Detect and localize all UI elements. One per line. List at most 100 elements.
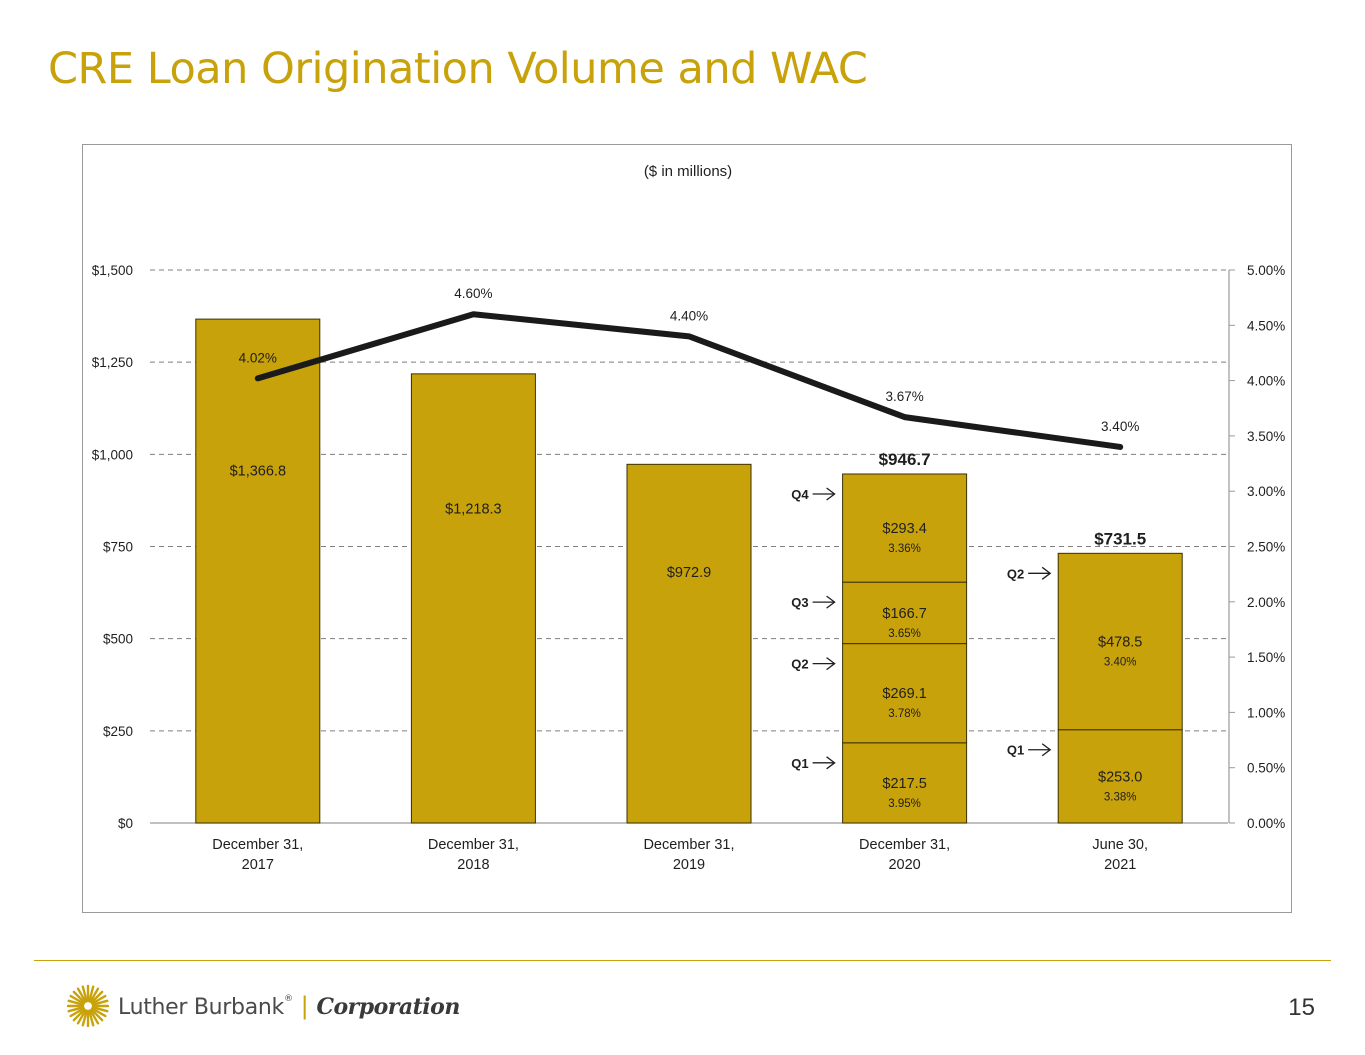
quarter-arrow-head (826, 595, 836, 609)
sunburst-ray (89, 1009, 100, 1025)
sunburst-ray (90, 1008, 104, 1022)
quarter-arrow-head (826, 756, 836, 770)
quarter-arrow-head (1041, 743, 1052, 757)
y-tick-label: $1,500 (92, 263, 133, 278)
x-tick-label: December 31, (212, 837, 303, 853)
x-tick-label: 2018 (457, 857, 489, 873)
bar-value-label: $972.9 (667, 565, 711, 581)
chart-container: ($ in millions) $0 $250 $500 $750 $1,000 $1,2… (82, 144, 1292, 913)
y2-tick-label: 1.00% (1247, 705, 1285, 720)
bar-segment (842, 473, 968, 583)
y2-tick-label: 4.00% (1247, 374, 1285, 389)
quarter-label: Q2 (791, 657, 808, 672)
bar (626, 463, 752, 824)
sunburst-ray (72, 990, 86, 1004)
sunburst-ray (89, 987, 100, 1003)
segment-rate-label: 3.36% (888, 543, 921, 555)
x-tick-label: December 31, (428, 837, 519, 853)
sunburst-ray (90, 990, 104, 1004)
wac-data-label: 4.60% (454, 286, 492, 301)
sunburst-ray (67, 999, 85, 1006)
bar (410, 373, 536, 824)
sunburst-ray (91, 1007, 107, 1018)
x-tick-label: December 31, (643, 837, 734, 853)
wac-data-label: 3.67% (885, 389, 923, 404)
x-tick-label: 2017 (242, 857, 274, 873)
brand-name-text: Luther Burbank (118, 995, 284, 1020)
y-tick-label: $0 (118, 816, 133, 831)
quarter-label: Q1 (791, 756, 808, 771)
registered-mark: ® (283, 994, 293, 1004)
quarter-label: Q1 (1007, 743, 1024, 758)
segment-value-label: $293.4 (882, 521, 926, 537)
wac-data-label: 4.02% (239, 350, 277, 365)
quarter-arrow-head (1041, 566, 1052, 580)
page-number: 15 (1288, 994, 1315, 1021)
x-tick-label: 2020 (888, 857, 920, 873)
wac-data-label: 4.40% (670, 308, 708, 323)
quarter-arrow-head (826, 657, 836, 671)
sunburst-ray (81, 985, 88, 1003)
bar-segment (842, 643, 968, 744)
sunburst-ray (88, 1009, 95, 1027)
bar-total-label: $731.5 (1094, 529, 1146, 548)
sunburst-ray (69, 994, 85, 1005)
quarter-label: Q3 (791, 595, 808, 610)
y-tick-label: $1,250 (92, 355, 133, 370)
x-tick-label: December 31, (859, 837, 950, 853)
sunburst-ray (72, 1008, 86, 1022)
x-tick-label: 2019 (673, 857, 705, 873)
y2-tick-label: 0.00% (1247, 816, 1285, 831)
chart-subtitle: ($ in millions) (644, 163, 732, 180)
y2-tick-label: 5.00% (1247, 263, 1285, 278)
bar-value-label: $1,218.3 (445, 502, 501, 518)
sunburst-ray (76, 987, 87, 1003)
y-tick-label: $250 (103, 724, 133, 739)
x-tick-label: 2021 (1104, 857, 1136, 873)
sunburst-ray (76, 1009, 87, 1025)
y2-tick-label: 2.50% (1247, 540, 1285, 555)
footer-rule (34, 960, 1331, 961)
sunburst-ray (91, 999, 109, 1006)
sunburst-ray (88, 985, 95, 1003)
bar-segment (842, 581, 968, 645)
brand-suffix: Corporation (316, 994, 460, 1020)
brand-name: Luther Burbank® | Corporation (118, 992, 460, 1020)
segment-rate-label: 3.95% (888, 798, 921, 810)
y2-tick-label: 1.50% (1247, 650, 1285, 665)
segment-value-label: $269.1 (882, 686, 926, 702)
segment-value-label: $217.5 (882, 776, 926, 792)
y2-tick-label: 4.50% (1247, 318, 1285, 333)
bar-total-label: $946.7 (879, 450, 931, 469)
sunburst-ray (69, 1007, 85, 1018)
sunburst-ray (67, 1006, 85, 1013)
sunburst-icon (66, 984, 110, 1028)
segment-rate-label: 3.78% (888, 708, 921, 720)
sunburst-ray (91, 994, 107, 1005)
y2-tick-label: 2.00% (1247, 595, 1285, 610)
segment-value-label: $166.7 (882, 606, 926, 622)
y2-tick-label: 0.50% (1247, 761, 1285, 776)
segment-value-label: $478.5 (1098, 635, 1142, 651)
sunburst-ray (81, 1009, 88, 1027)
y2-tick-label: 3.00% (1247, 484, 1285, 499)
slide-title: CRE Loan Origination Volume and WAC (48, 44, 868, 94)
y-tick-label: $750 (103, 540, 133, 555)
y-tick-label: $1,000 (92, 447, 133, 462)
bar (195, 318, 321, 824)
segment-rate-label: 3.38% (1104, 791, 1137, 803)
y2-tick-label: 3.50% (1247, 429, 1285, 444)
bar-value-label: $1,366.8 (230, 463, 286, 479)
quarter-label: Q4 (791, 487, 809, 502)
x-tick-label: June 30, (1092, 837, 1148, 853)
bar-segment (1057, 552, 1183, 731)
wac-data-label: 3.40% (1101, 419, 1139, 434)
chart-svg: ($ in millions) $0 $250 $500 $750 $1,000 $1,2… (92, 163, 1286, 873)
wac-line (254, 311, 1124, 450)
company-logo: Luther Burbank® | Corporation (66, 983, 460, 1029)
quarter-label: Q2 (1007, 566, 1024, 581)
sunburst-ray (91, 1006, 109, 1013)
y-tick-label: $500 (103, 632, 133, 647)
brand-separator: | (300, 992, 309, 1020)
quarter-arrow-head (826, 487, 836, 501)
